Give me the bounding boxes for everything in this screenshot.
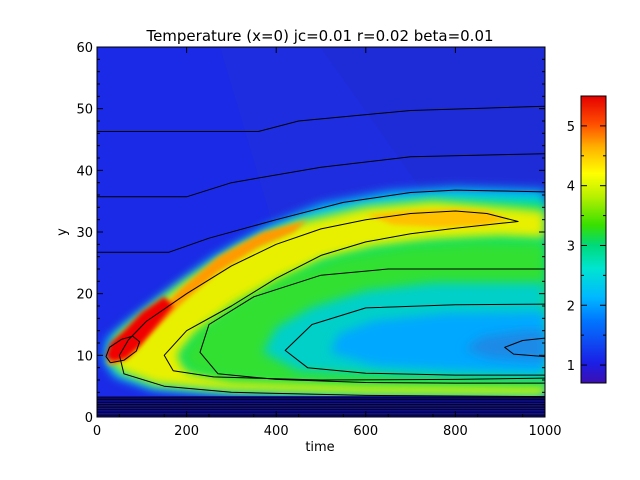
chart-title: Temperature (x=0) jc=0.01 r=0.02 beta=0.… bbox=[145, 27, 493, 45]
bottom-band-fill bbox=[97, 396, 545, 417]
heatmap-field bbox=[103, 187, 545, 400]
y-tick-label-1: 10 bbox=[76, 349, 93, 364]
heatmap-plot-area bbox=[97, 47, 545, 417]
colorbar-tick-label-3: 4 bbox=[567, 180, 575, 195]
heat-layer-core-deep bbox=[464, 330, 545, 362]
colorbar-ticks: 1 2 3 4 5 bbox=[567, 120, 606, 374]
contour-line-c7 bbox=[284, 303, 545, 376]
x-tick-label-4: 800 bbox=[443, 424, 468, 439]
colorbar-tick-label-0: 1 bbox=[567, 359, 575, 374]
contour-line-c3 bbox=[97, 189, 545, 253]
heat-layer-red-peak bbox=[106, 296, 174, 362]
y-tick-label-0: 0 bbox=[85, 411, 93, 426]
contour-line-c6 bbox=[199, 268, 545, 384]
heat-layer-orange-upper bbox=[365, 208, 510, 228]
contour-line-c1 bbox=[97, 105, 545, 132]
x-axis-label: time bbox=[305, 440, 334, 455]
x-tick-label-1: 200 bbox=[174, 424, 199, 439]
y-tick-label-4: 40 bbox=[76, 164, 93, 179]
x-tick-label-0: 0 bbox=[93, 424, 101, 439]
contour-lines bbox=[97, 105, 545, 398]
heatmap-bottom-band bbox=[97, 396, 545, 417]
colorbar: 1 2 3 4 5 bbox=[567, 95, 607, 384]
colorbar-tick-label-1: 2 bbox=[567, 299, 575, 314]
x-tick-label-3: 600 bbox=[353, 424, 378, 439]
y-tick-label-5: 50 bbox=[76, 103, 93, 118]
x-axis: 0 200 400 600 800 1000 bbox=[93, 47, 562, 439]
contour-line-c2 bbox=[97, 153, 545, 198]
x-tick-label-2: 400 bbox=[264, 424, 289, 439]
colorbar-tick-label-4: 5 bbox=[567, 120, 575, 135]
contour-line-c8 bbox=[504, 337, 545, 358]
colorbar-gradient bbox=[580, 95, 607, 384]
contour-line-c5 bbox=[118, 210, 545, 398]
y-axis: 0 10 20 30 40 50 60 bbox=[76, 41, 545, 426]
x-tick-label-5: 1000 bbox=[528, 424, 561, 439]
contour-line-c4 bbox=[105, 335, 141, 364]
y-tick-label-2: 20 bbox=[76, 288, 93, 303]
y-axis-label: y bbox=[55, 228, 70, 236]
colorbar-tick-label-2: 3 bbox=[567, 239, 575, 254]
y-tick-label-6: 60 bbox=[76, 41, 93, 56]
y-tick-label-3: 30 bbox=[76, 226, 93, 241]
